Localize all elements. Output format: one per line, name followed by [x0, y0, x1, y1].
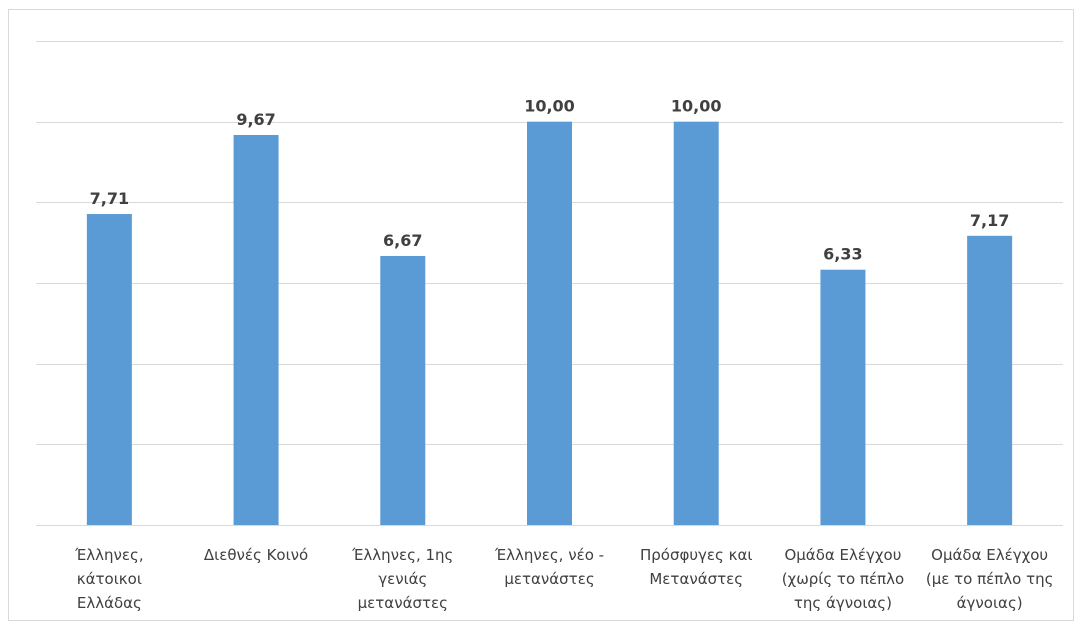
data-label: 10,00 — [524, 97, 575, 116]
bars — [86, 121, 1013, 526]
category-label: Έλληνες, νέο -μετανάστες — [494, 546, 604, 588]
data-label: 7,71 — [90, 189, 129, 208]
bar — [967, 235, 1013, 525]
bar — [527, 121, 572, 526]
category-label: Διεθνές Κοινό — [204, 546, 308, 564]
category-label: Πρόσφυγες και Μετανάστες — [640, 546, 752, 588]
bar — [233, 134, 279, 525]
data-label: 7,17 — [970, 211, 1009, 230]
data-label: 10,00 — [671, 97, 722, 116]
bar — [820, 269, 866, 525]
data-label: 6,33 — [823, 245, 862, 264]
bar — [673, 121, 719, 526]
category-labels: Έλληνες, κάτοικοι Ελλάδας Διεθνές Κοινό Έλλη… — [74, 546, 1053, 612]
data-label: 9,67 — [236, 110, 275, 129]
bar — [86, 214, 132, 525]
category-label: Έλληνες, κάτοικοι Ελλάδας — [74, 546, 144, 612]
category-label: Έλληνες, 1ης γενιάς μετανάστες — [351, 546, 453, 612]
category-label: Ομάδα Ελέγχου (χωρίς το πέπλο της άγνοιας) — [782, 546, 904, 612]
category-label: Ομάδα Ελέγχου (με το πέπλο της άγνοιας) — [926, 546, 1054, 612]
bar — [380, 255, 426, 525]
data-labels: 7,71 9,67 6,67 10,00 10,00 6,33 7,17 — [90, 97, 1010, 264]
data-label: 6,67 — [383, 231, 422, 250]
